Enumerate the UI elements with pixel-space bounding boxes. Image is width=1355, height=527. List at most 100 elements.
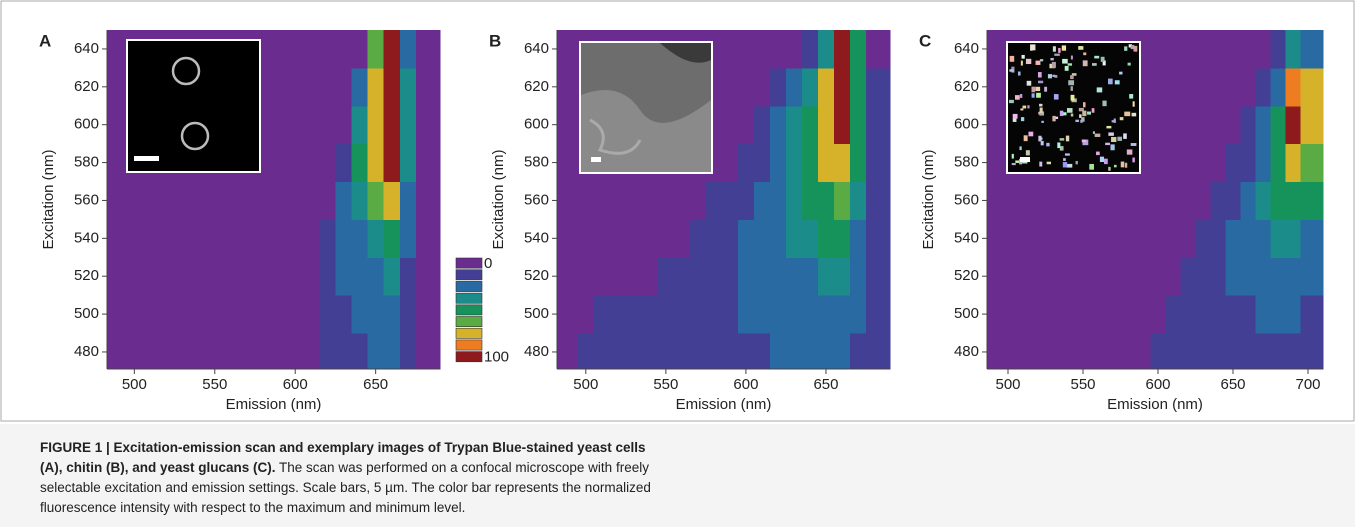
scale-bar [591,157,601,162]
heat-cell [399,143,417,183]
heat-cell [1045,257,1062,296]
heat-cell [1240,30,1257,69]
speckle [1046,161,1052,165]
speckle [1062,162,1068,168]
heat-cell [1285,143,1302,183]
heat-cell [415,181,441,220]
heat-cell [190,295,208,334]
speckle [1040,103,1043,107]
speckle [1058,47,1061,53]
heat-cell [1030,257,1047,296]
speckle [1021,54,1025,59]
heat-cell [1060,333,1077,370]
heat-cell [255,257,272,296]
heat-cell [641,257,659,296]
heat-cell [174,219,192,258]
speckle [1054,75,1058,78]
heat-cell [1165,257,1182,296]
heat-cell [383,143,401,183]
speckle [1064,153,1070,156]
heat-cell [1060,257,1077,296]
heat-cell [142,219,160,258]
heat-cell [1300,295,1324,334]
colorbar-label: 100 [484,348,509,365]
heat-cell [593,181,611,220]
heat-cell [593,219,611,258]
heat-cell [673,333,691,370]
heat-cell [657,333,675,370]
heat-cell [1165,295,1182,334]
heat-cell [1030,219,1047,258]
heat-cell [255,295,272,334]
x-tick-label: 600 [1145,376,1170,393]
heat-cell [287,105,304,145]
speckle [1009,55,1015,62]
heat-cell [1135,181,1152,220]
heat-cell [287,30,304,69]
heat-cell [1210,105,1227,145]
heat-cell [1225,219,1242,258]
heat-cell [174,181,192,220]
heat-cell [1165,333,1182,370]
heat-cell [1255,295,1272,334]
heat-cell [689,333,707,370]
heat-cell [126,219,143,258]
heat-cell [174,257,192,296]
heat-cell [1075,295,1092,334]
heat-cell [1045,333,1062,370]
speckle [1037,72,1042,78]
heat-cell [833,143,851,183]
y-tick-label: 560 [954,191,979,208]
speckle [1039,161,1043,167]
heat-cell [625,295,643,334]
heat-cell [303,181,320,220]
heat-cell [1090,219,1107,258]
heat-cell [593,333,611,370]
heat-cell [689,295,707,334]
speckle [1126,149,1133,155]
speckle [1132,157,1135,163]
heat-cell [641,219,659,258]
heat-cell [833,67,851,107]
speckle [1092,63,1097,66]
heat-cell [1195,295,1212,334]
heat-cell [1195,181,1212,220]
speckle [1019,146,1022,151]
heat-cell [577,295,595,334]
heat-cell [1075,181,1092,220]
speckle [1023,135,1028,142]
heat-cell [271,181,288,220]
speckle [1038,135,1042,142]
heat-cell [1225,295,1242,334]
heat-cell [625,257,643,296]
heat-cell [1270,105,1287,145]
heat-cell [849,295,867,334]
heat-cell [1090,181,1107,220]
heat-cell [1120,257,1137,296]
heat-cell [255,219,272,258]
heat-cell [399,30,417,69]
heat-cell [865,30,891,69]
y-tick-label: 640 [524,40,549,57]
heat-cell [1045,181,1062,220]
heat-cell [1150,30,1167,69]
speckle [1052,74,1056,77]
heat-cell [609,219,627,258]
heat-cell [833,295,851,334]
heat-cell [287,181,304,220]
heat-cell [785,181,803,220]
heat-cell [222,295,240,334]
heat-cell [1135,257,1152,296]
heat-cell [641,181,659,220]
heat-cell [753,105,771,145]
heat-cell [833,30,851,69]
y-tick-label: 620 [524,78,549,95]
heat-cell [367,219,385,258]
speckle [1047,74,1053,79]
y-tick-label: 540 [954,229,979,246]
heat-cell [1105,333,1122,370]
x-tick-label: 500 [122,376,147,393]
heat-cell [833,333,851,370]
heat-cell [801,30,819,69]
x-tick-label: 500 [573,376,598,393]
